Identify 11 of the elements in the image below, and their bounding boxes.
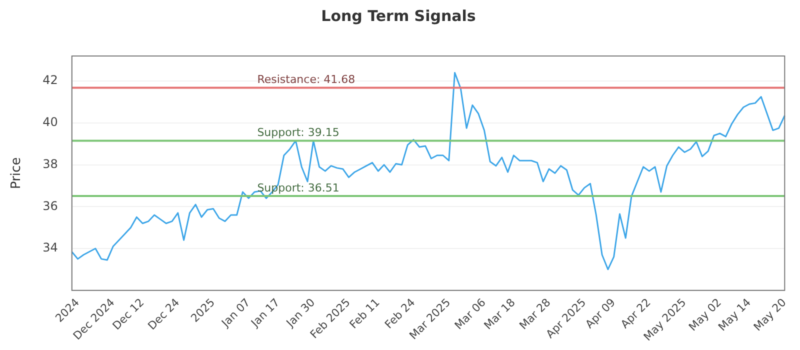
y-tick-label: 36 bbox=[42, 198, 58, 213]
y-tick-label: 40 bbox=[42, 115, 58, 130]
x-tick-label: Jan 17 bbox=[248, 296, 282, 330]
y-axis-title: Price bbox=[9, 157, 24, 190]
x-tick-label: Dec 24 bbox=[145, 296, 182, 333]
ref-line-label: Support: 39.15 bbox=[257, 126, 340, 140]
ref-line-label: Resistance: 41.68 bbox=[257, 73, 356, 86]
y-tick-label: 34 bbox=[42, 240, 58, 255]
y-tick-label: 42 bbox=[42, 73, 58, 88]
chart-title: Long Term Signals bbox=[321, 6, 476, 25]
y-tick-label: 38 bbox=[42, 156, 58, 171]
